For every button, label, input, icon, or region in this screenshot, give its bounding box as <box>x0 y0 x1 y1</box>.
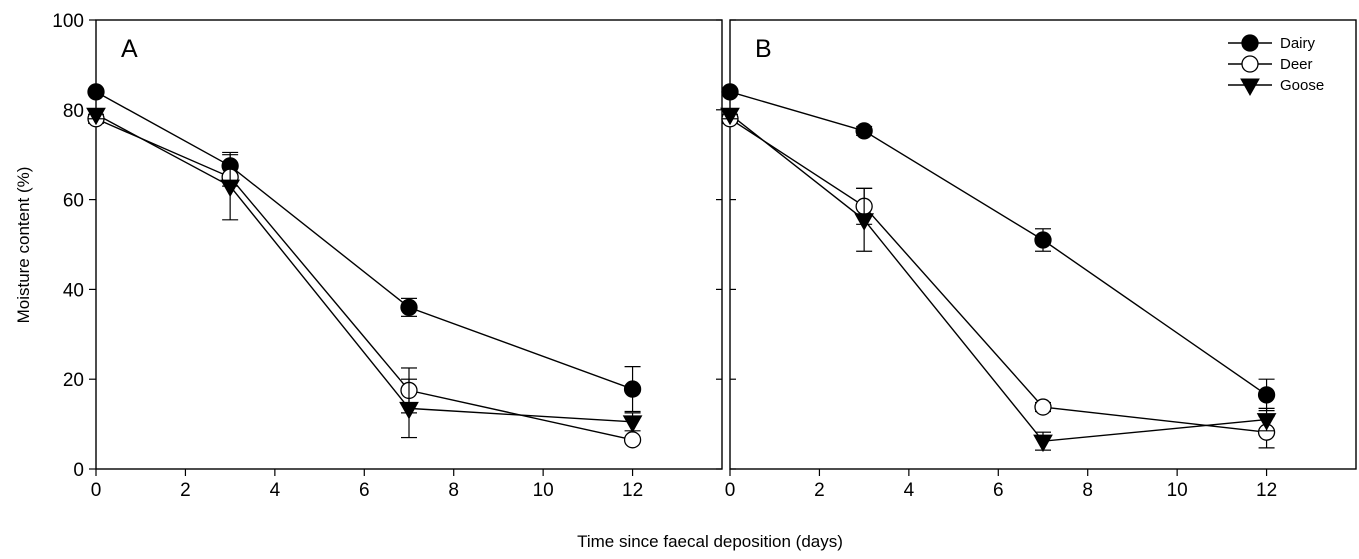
axis-ticks: 0 2 4 6 8 10 12 0 20 40 60 80 100 A 0 2 4 6 8 10 12 B <box>52 11 1277 501</box>
y-tick-label: 0 <box>73 460 84 481</box>
panel-A-goose-line <box>95 113 633 423</box>
panel-A-x-tick-label: 10 <box>533 480 554 501</box>
panel-A-goose-point <box>86 107 106 126</box>
panel-A-x-tick-label: 2 <box>180 480 191 501</box>
panel-A-x-tick-label: 8 <box>448 480 459 501</box>
panel-B-deer-line <box>729 118 1267 433</box>
panel-frames <box>95 19 1357 470</box>
legend-deer-label: Deer <box>1280 56 1313 73</box>
legend-dairy-label: Dairy <box>1280 35 1316 52</box>
panel-B-dairy-point <box>1034 231 1052 249</box>
panel-A-x-tick-label: 6 <box>359 480 370 501</box>
panel-B-x-tick-label: 0 <box>725 480 736 501</box>
panel-A-deer-point <box>623 431 642 449</box>
panel-B-deer-point <box>1034 398 1052 416</box>
panel-B-dairy-point <box>855 122 873 140</box>
panel-B-x-tick-label: 12 <box>1256 480 1277 501</box>
y-tick-label: 80 <box>63 101 84 122</box>
panel-B-goose-point <box>854 213 874 231</box>
panel-A-dairy-line <box>95 91 633 390</box>
panel-B-dairy-point <box>721 83 739 101</box>
panel-A-dairy-point <box>87 83 105 101</box>
panel-B-goose-point <box>720 107 740 126</box>
panel-B-x-tick-label: 10 <box>1167 480 1188 501</box>
panel-B-x-tick-label: 4 <box>904 480 915 501</box>
panel-B-letter: B <box>755 35 772 63</box>
panel-A-goose-point <box>220 179 240 198</box>
panel-B-goose-point <box>1256 413 1277 431</box>
panel-B-x-tick-label: 6 <box>993 480 1004 501</box>
panel-A-deer-line <box>95 118 633 441</box>
data-series <box>86 83 1277 453</box>
panel-A-dairy-point <box>623 380 642 398</box>
panel-A-x-tick-label: 12 <box>622 480 643 501</box>
panel-B-dairy-point <box>1257 386 1276 404</box>
panel-A-frame <box>95 19 723 470</box>
panel-A-goose-point <box>622 415 643 433</box>
panel-B-x-tick-label: 8 <box>1082 480 1093 501</box>
y-tick-label: 40 <box>63 280 84 301</box>
panel-B-x-tick-label: 2 <box>814 480 825 501</box>
panel-B-dairy-line <box>729 91 1267 396</box>
y-tick-label: 100 <box>52 11 84 32</box>
panel-B-frame <box>729 19 1357 470</box>
panel-A-x-tick-label: 4 <box>270 480 281 501</box>
y-tick-label: 60 <box>63 191 84 212</box>
panel-B-goose-point <box>1033 434 1053 453</box>
panel-B-goose-line <box>729 113 1267 442</box>
legend: Dairy Deer Goose <box>1228 34 1324 97</box>
panel-A-dairy-point <box>400 298 418 317</box>
legend-goose-marker <box>1240 78 1260 97</box>
legend-deer-marker <box>1241 55 1259 73</box>
panel-A-x-tick-label: 0 <box>91 480 102 501</box>
y-axis-title: Moisture content (%) <box>14 167 33 324</box>
legend-dairy-marker <box>1241 34 1259 52</box>
panel-A-letter: A <box>121 35 138 63</box>
panel-A-goose-point <box>399 401 419 420</box>
x-axis-title: Time since faecal deposition (days) <box>577 532 843 551</box>
legend-goose-label: Goose <box>1280 77 1324 94</box>
y-tick-label: 20 <box>63 370 84 391</box>
